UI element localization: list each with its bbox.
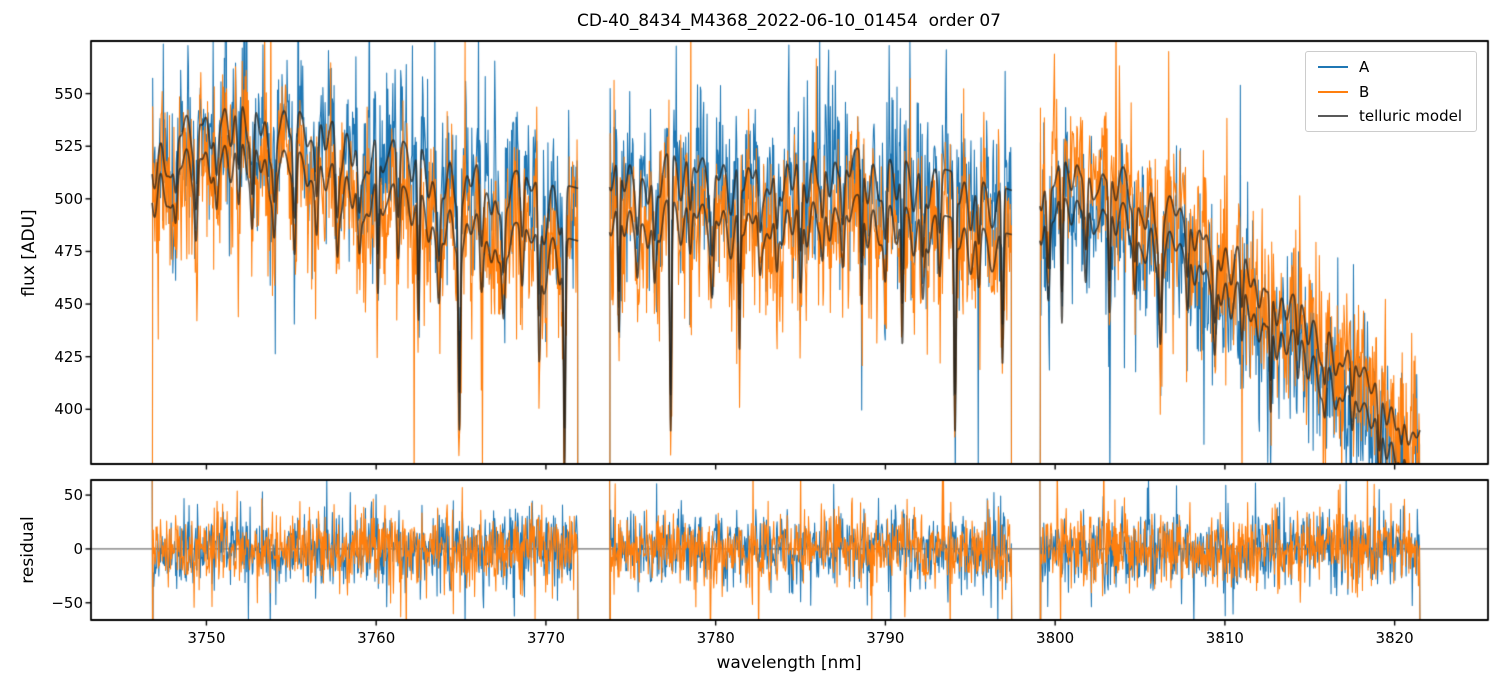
- x-tick-label: 3800: [1036, 629, 1075, 647]
- legend-label-b: B: [1359, 82, 1370, 101]
- legend-item-a: A: [1306, 55, 1476, 80]
- y-tick-label: 400: [54, 400, 83, 419]
- y-tick-label: −50: [51, 593, 83, 612]
- y-tick-label: 500: [54, 189, 83, 208]
- x-axis-label: wavelength [nm]: [716, 653, 862, 673]
- y-tick-label: 450: [54, 295, 83, 314]
- x-tick-label: 3810: [1205, 629, 1244, 647]
- plot-title: CD-40_8434_M4368_2022-06-10_01454 order …: [577, 11, 1001, 31]
- y-tick-label: 525: [54, 137, 83, 156]
- legend-item-b: B: [1306, 80, 1476, 105]
- y-tick-label: 550: [54, 84, 83, 103]
- x-tick-label: 3790: [866, 629, 905, 647]
- y-tick-label: 425: [54, 347, 83, 366]
- legend-label-a: A: [1359, 58, 1370, 77]
- x-tick-label: 3770: [526, 629, 565, 647]
- legend-line-b-icon: [1318, 90, 1348, 93]
- legend-line-telluric-model-icon: [1318, 115, 1348, 118]
- legend-item-telluric-model: telluric model: [1306, 104, 1476, 129]
- legend-line-a-icon: [1318, 66, 1348, 69]
- x-tick-label: 3760: [357, 629, 396, 647]
- y-tick-label: 475: [54, 242, 83, 261]
- y-tick-label: 50: [63, 486, 83, 505]
- x-tick-label: 3820: [1375, 629, 1414, 647]
- legend-label-telluric-model: telluric model: [1359, 107, 1463, 126]
- x-tick-label: 3750: [187, 629, 226, 647]
- legend: A B telluric model: [1305, 51, 1477, 132]
- x-tick-label: 3780: [696, 629, 735, 647]
- y-tick-label: 0: [73, 539, 83, 558]
